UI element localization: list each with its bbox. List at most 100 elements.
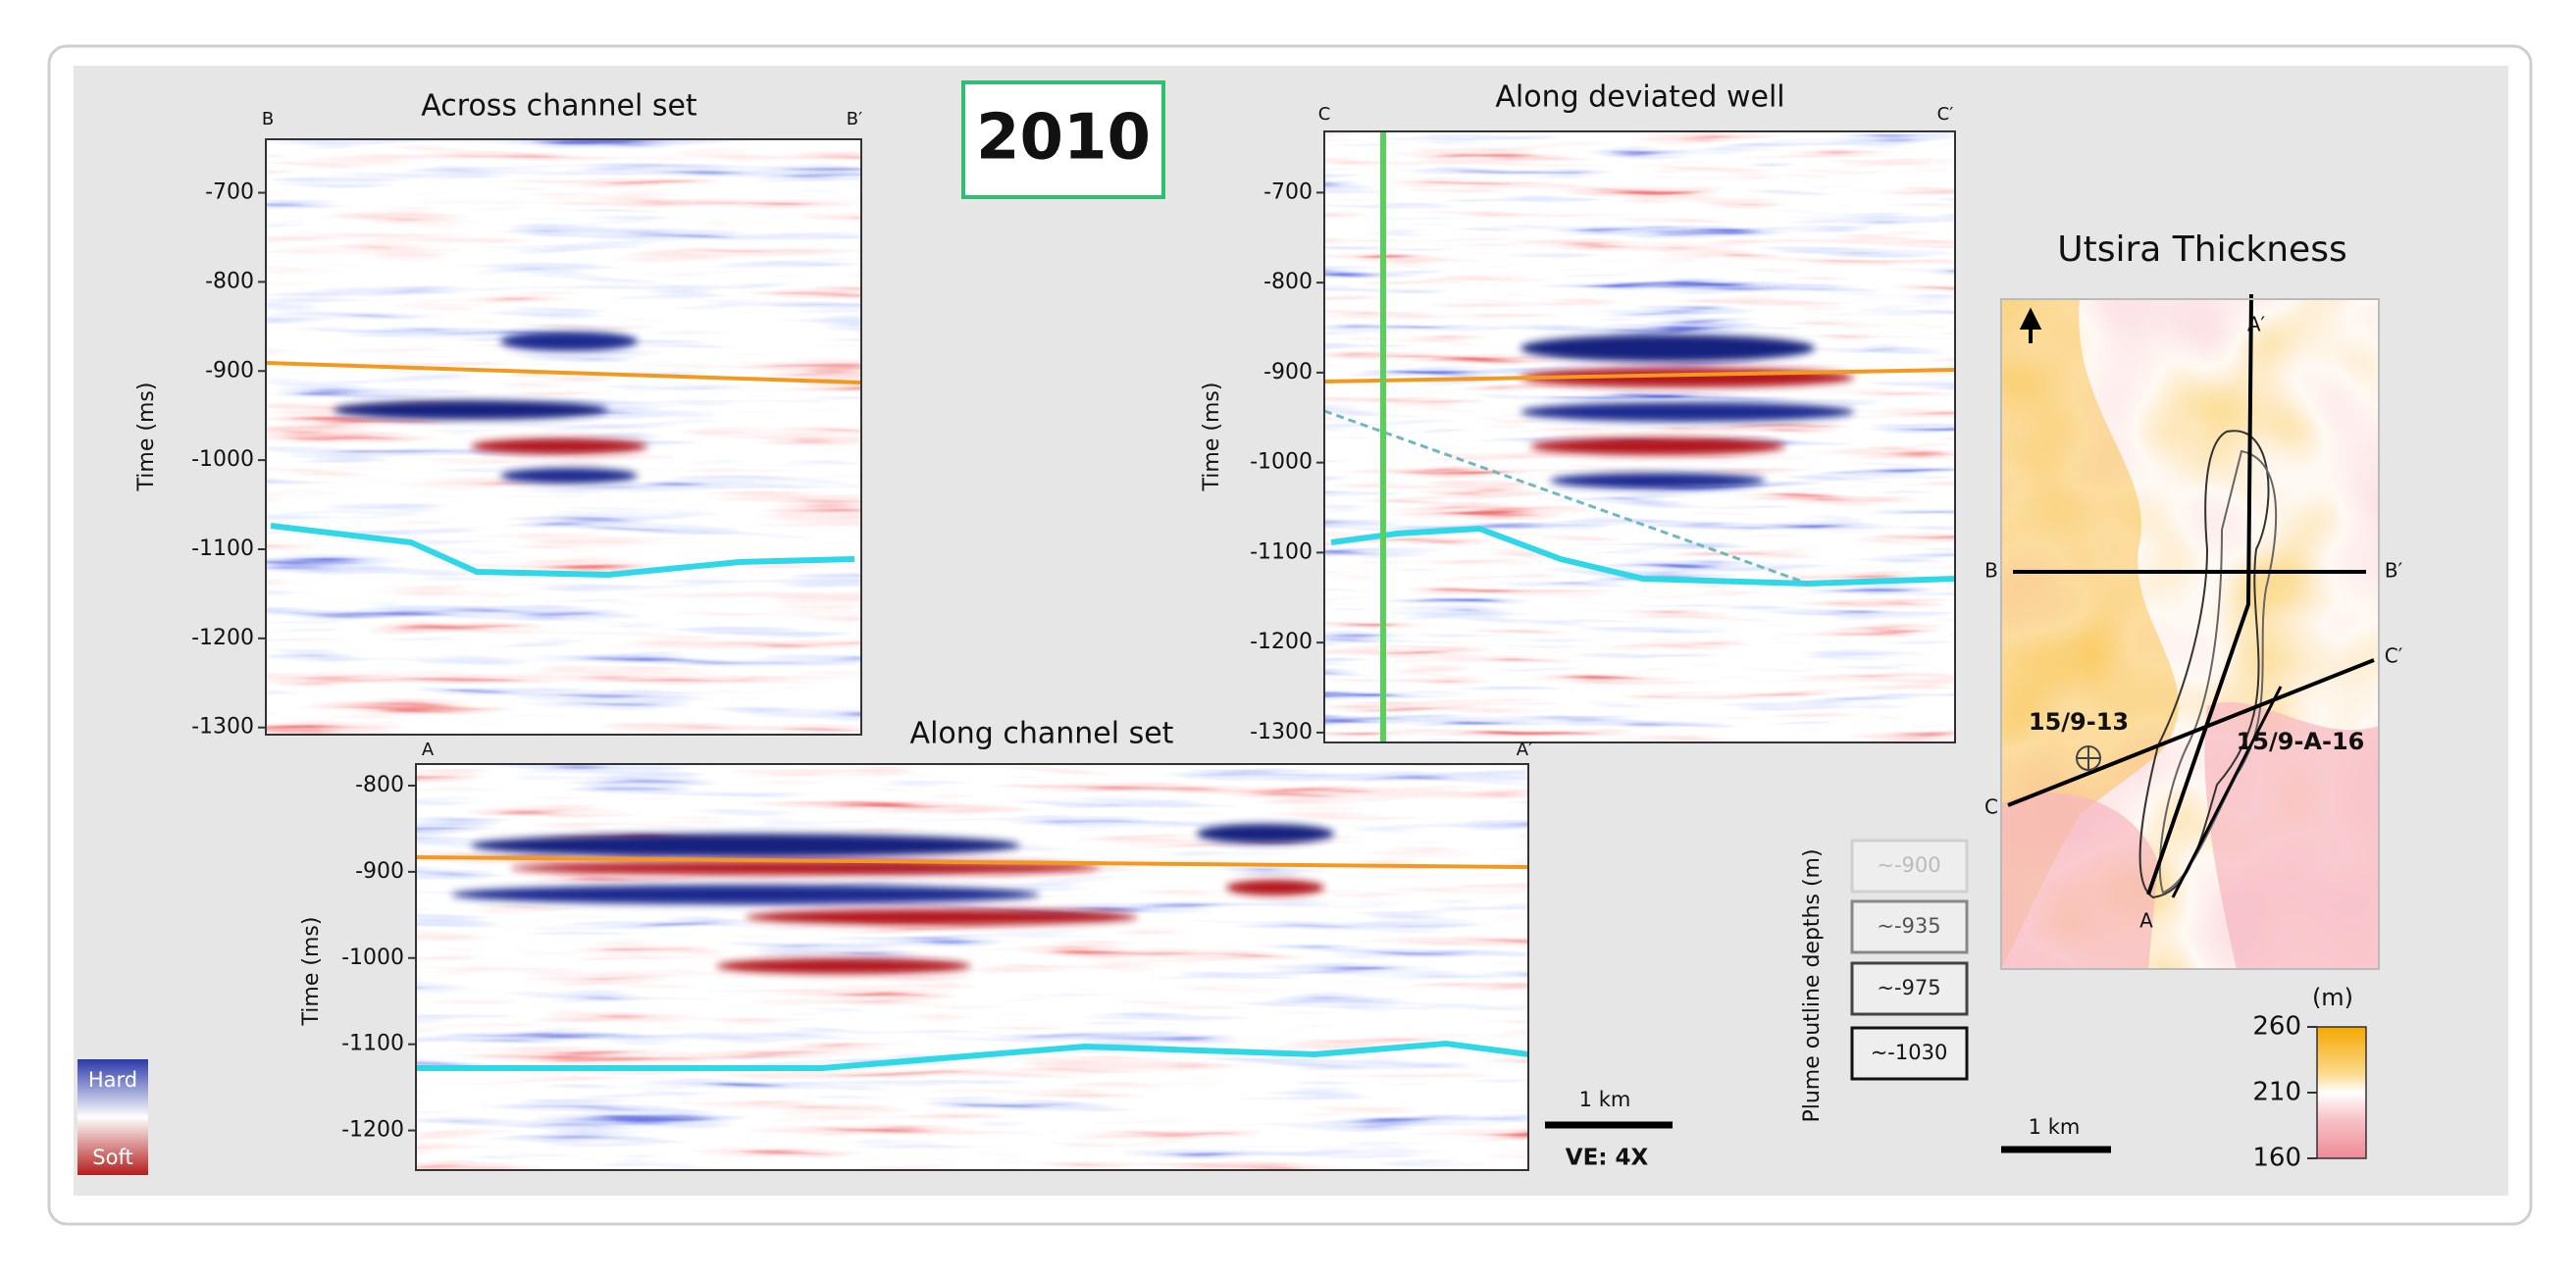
- well-symbol: [2077, 746, 2100, 770]
- reflection: [500, 332, 638, 351]
- panel-border: [1323, 130, 1956, 743]
- seismic-panel: Along deviated well C C′ Time (ms) -700 -…: [1200, 80, 1956, 744]
- plume-outline: [2138, 430, 2270, 899]
- map-label: A′: [2247, 313, 2266, 336]
- reflection: [1226, 880, 1324, 895]
- y-tick-label: -900: [1263, 360, 1313, 384]
- y-tick-label: -700: [1263, 179, 1313, 204]
- well-trajectory: [2171, 686, 2283, 898]
- panel-title: Along channel set: [910, 717, 1174, 751]
- reflection: [471, 438, 647, 454]
- seismic-image: [1324, 131, 1955, 742]
- horizon-top: [1323, 368, 1956, 383]
- section-line: [2146, 293, 2253, 895]
- colorbar-unit: (m): [2312, 984, 2353, 1011]
- plume-legend-label: ~-1030: [1871, 1041, 1948, 1064]
- horizon-base: [416, 1040, 1529, 1071]
- section-end-label: A: [422, 740, 435, 760]
- y-tick-label: -1200: [191, 626, 254, 650]
- panel-border: [415, 763, 1529, 1171]
- y-tick-label: -900: [355, 859, 404, 884]
- horizon-top: [265, 361, 862, 384]
- exaggeration-label: VE: 4X: [1566, 1146, 1649, 1171]
- section-end-label: C: [1318, 104, 1331, 125]
- colorbar-tick-label: 210: [2252, 1078, 2301, 1107]
- seismic-image: [266, 139, 861, 735]
- well-label: 15/9-13: [2029, 708, 2129, 736]
- map-label: A: [2139, 909, 2153, 933]
- reflection: [451, 885, 1040, 904]
- y-tick-label: -1000: [341, 946, 404, 970]
- colorbar: (m) 260 210 160: [2252, 984, 2367, 1173]
- y-tick-label: -1200: [341, 1118, 404, 1143]
- y-tick-label: -1000: [191, 447, 254, 472]
- map-label: B: [1984, 559, 1998, 583]
- north-arrow: [2019, 307, 2042, 343]
- well-path: [1323, 409, 1809, 586]
- panel-border: [265, 138, 862, 736]
- y-tick-label: -800: [205, 269, 254, 293]
- map-label: B′: [2385, 559, 2403, 583]
- reflection: [1197, 824, 1334, 843]
- plume-reflections: [451, 824, 1334, 974]
- scale-bar-label: 1 km: [1579, 1088, 1631, 1111]
- plume-legend-label: ~-975: [1877, 976, 1940, 999]
- reflection: [1520, 334, 1815, 362]
- plume-legend-title: Plume outline depths (m): [1800, 848, 1825, 1122]
- map-border: [2000, 298, 2380, 970]
- seismic-image: [416, 764, 1528, 1170]
- colorbar-scale: [2316, 1026, 2367, 1159]
- horizon-top: [415, 855, 1529, 869]
- y-tick-label: -1300: [1250, 720, 1313, 744]
- seismic-panel: Along channel set A A′ Time (ms) -800 -90…: [299, 717, 1532, 1171]
- y-axis-label: Time (ms): [134, 383, 159, 492]
- map-shading: [2204, 701, 2379, 969]
- plume-legend: ~-900 ~-935 ~-975 ~-1030: [1850, 839, 1969, 1081]
- y-tick-label: -800: [1263, 270, 1313, 294]
- y-tick-label: -900: [205, 358, 254, 383]
- y-tick-label: -800: [355, 773, 404, 797]
- scale-bar-label: 1 km: [2029, 1115, 2081, 1139]
- section-end-label: C′: [1937, 104, 1954, 125]
- colorbar-tick-label: 160: [2252, 1144, 2301, 1173]
- y-tick-label: -1100: [341, 1032, 404, 1056]
- plume-legend-box: [1850, 839, 1969, 894]
- well-label: 15/9-A-16: [2237, 728, 2365, 755]
- y-tick-label: -700: [205, 180, 254, 205]
- reflection: [1530, 437, 1785, 455]
- section-end-label: B: [262, 109, 274, 129]
- plume-legend-label: ~-900: [1877, 853, 1940, 877]
- section-line: [2007, 658, 2375, 807]
- y-axis-label: Time (ms): [1200, 383, 1224, 492]
- seismic-panel: Across channel set B B′ Time (ms) -700 -8…: [134, 89, 862, 740]
- reflection: [716, 958, 971, 974]
- reflection: [1550, 473, 1766, 488]
- reflection: [1520, 402, 1854, 422]
- map-shading: [2001, 792, 2158, 969]
- year-badge: [961, 80, 1165, 199]
- colorbar-tick-label: 260: [2252, 1012, 2301, 1042]
- plume-reflections: [334, 332, 647, 484]
- map-title: Utsira Thickness: [2057, 230, 2346, 270]
- y-tick-label: -1100: [1250, 539, 1313, 564]
- map-label: C′: [2385, 644, 2403, 668]
- reflection: [334, 400, 608, 420]
- reflection: [471, 834, 1020, 857]
- y-tick-label: -1100: [191, 537, 254, 561]
- plume-legend-box: [1850, 1026, 1969, 1081]
- plume-legend-label: ~-935: [1877, 914, 1940, 938]
- plume-legend-box: [1850, 899, 1969, 954]
- y-tick-label: -1000: [1250, 450, 1313, 475]
- amplitude-legend: [77, 1059, 148, 1175]
- panel-title: Across channel set: [421, 89, 697, 124]
- y-axis-label: Time (ms): [299, 917, 324, 1027]
- reflection: [500, 468, 638, 484]
- horizon-base: [270, 523, 855, 579]
- amplitude-legend-label: Hard: [88, 1068, 137, 1092]
- reflection: [746, 909, 1138, 925]
- amplitude-legend-label: Soft: [92, 1146, 132, 1169]
- thickness-map: Utsira Thickness A′ A B B′ C C′ 15/9-13 …: [1984, 230, 2403, 1153]
- y-tick-label: -1200: [1250, 630, 1313, 654]
- year-badge-text: 2010: [976, 102, 1151, 175]
